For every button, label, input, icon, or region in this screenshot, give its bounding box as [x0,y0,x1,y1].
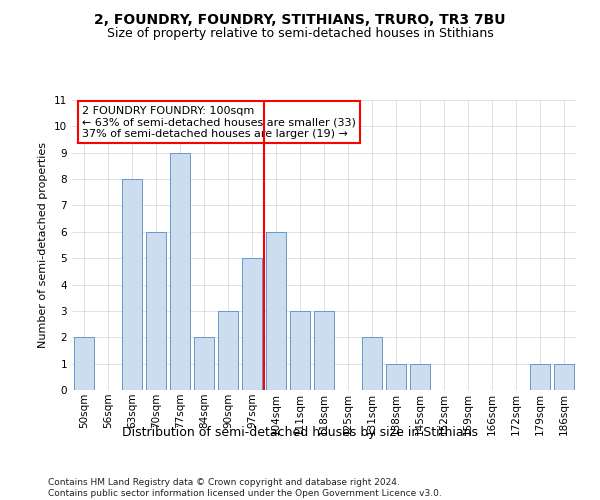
Text: Contains HM Land Registry data © Crown copyright and database right 2024.
Contai: Contains HM Land Registry data © Crown c… [48,478,442,498]
Bar [314,311,334,390]
Text: Distribution of semi-detached houses by size in Stithians: Distribution of semi-detached houses by … [122,426,478,439]
Text: 2 FOUNDRY FOUNDRY: 100sqm
← 63% of semi-detached houses are smaller (33)
37% of : 2 FOUNDRY FOUNDRY: 100sqm ← 63% of semi-… [82,106,356,139]
Bar [290,311,310,390]
Bar [218,311,238,390]
Bar [122,179,142,390]
Bar [146,232,166,390]
Y-axis label: Number of semi-detached properties: Number of semi-detached properties [38,142,49,348]
Bar [530,364,550,390]
Bar [386,364,406,390]
Text: 2, FOUNDRY, FOUNDRY, STITHIANS, TRURO, TR3 7BU: 2, FOUNDRY, FOUNDRY, STITHIANS, TRURO, T… [94,12,506,26]
Bar [74,338,94,390]
Bar [194,338,214,390]
Bar [410,364,430,390]
Bar [170,152,190,390]
Text: Size of property relative to semi-detached houses in Stithians: Size of property relative to semi-detach… [107,28,493,40]
Bar [362,338,382,390]
Bar [242,258,262,390]
Bar [266,232,286,390]
Bar [554,364,574,390]
